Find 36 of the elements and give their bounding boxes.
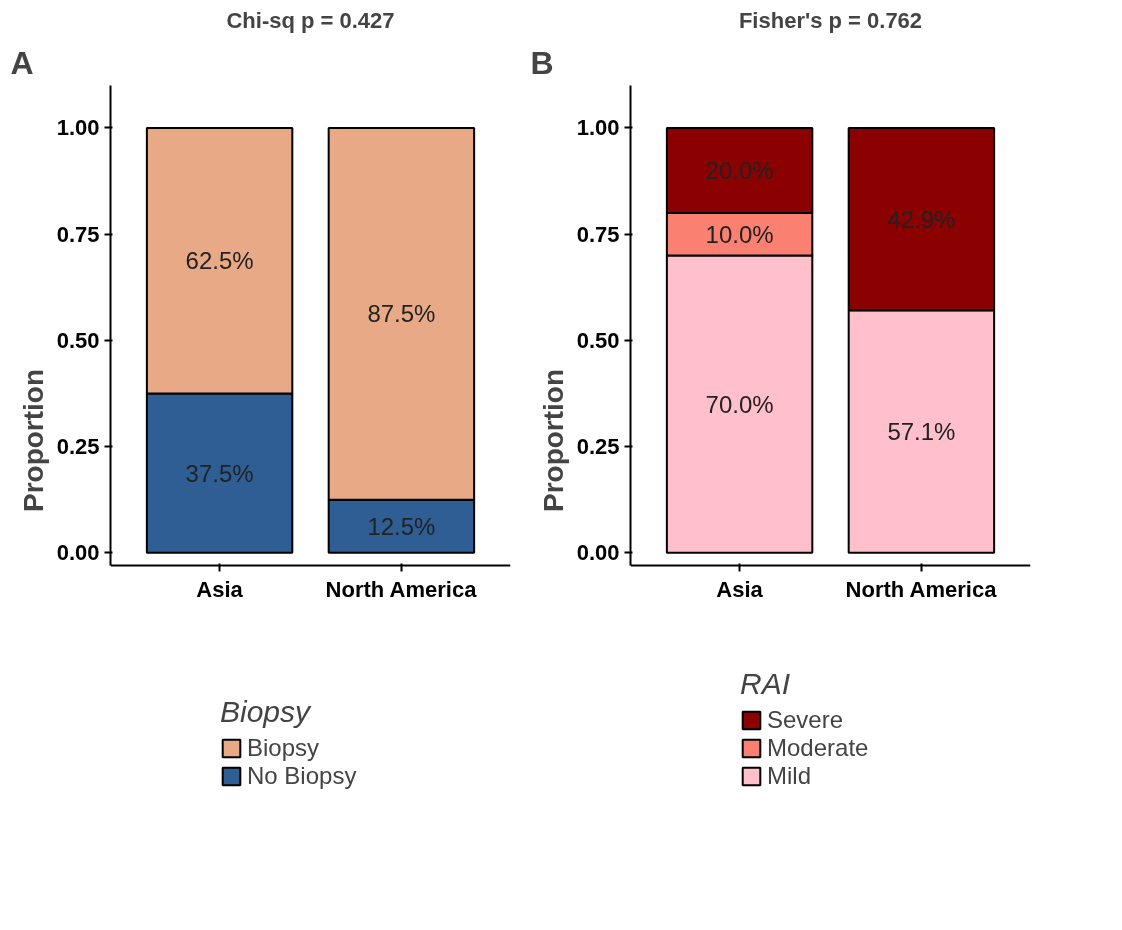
x-tick-label: North America [325,576,478,602]
y-tick-label: 1.00 [56,115,100,141]
data-label: 37.5% [185,459,254,487]
chart-title: Chi-sq p = 0.427 [226,7,395,33]
legend-label: Biopsy [247,734,320,762]
y-tick-label: 0.00 [576,540,620,566]
y-tick-label: 0.75 [56,221,100,247]
data-label: 87.5% [367,300,436,328]
data-label: 62.5% [185,247,254,275]
legend-title: RAI [740,667,791,701]
y-tick-label: 0.25 [56,434,100,460]
data-label: 57.1% [887,417,956,445]
legend-label: Moderate [767,734,869,762]
y-tick-label: 1.00 [576,115,620,141]
y-axis-title: Proportion [17,368,49,513]
legend-label: No Biopsy [247,762,357,790]
data-label: 12.5% [367,512,436,540]
y-tick-label: 0.00 [56,540,100,566]
y-tick-label: 0.50 [56,327,100,353]
data-label: 20.0% [705,156,774,184]
data-label: 70.0% [705,390,774,418]
data-label: 10.0% [705,220,774,248]
y-tick-label: 0.50 [576,327,620,353]
legend-label: Mild [767,762,812,790]
x-tick-label: North America [845,576,998,602]
y-axis-title: Proportion [537,368,569,513]
text: B [530,44,554,81]
y-tick-label: 0.25 [576,434,620,460]
y-tick-label: 0.75 [576,221,620,247]
data-label: 42.9% [887,205,956,233]
x-tick-label: Asia [196,576,244,602]
x-tick-label: Asia [716,576,764,602]
chart-title: Fisher's p = 0.762 [738,7,923,33]
text: A [10,44,34,81]
legend-label: Severe [767,706,844,734]
legend-title: Biopsy [220,695,313,729]
